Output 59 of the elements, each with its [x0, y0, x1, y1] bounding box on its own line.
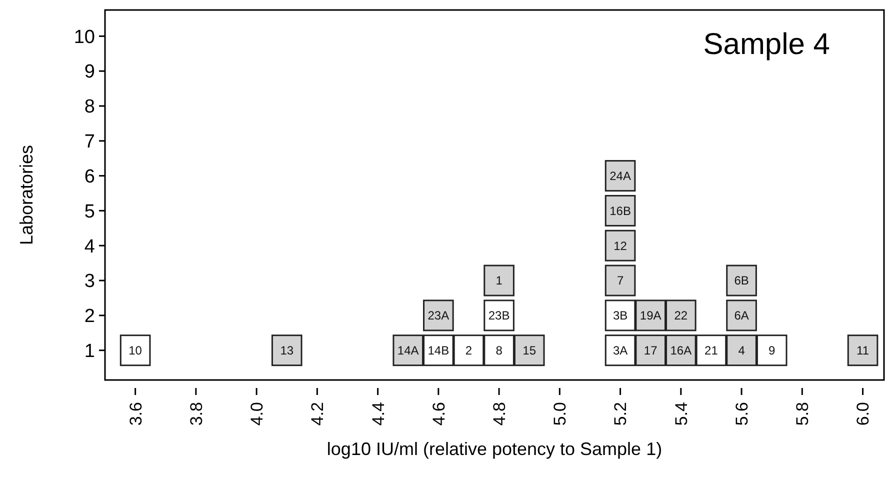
point: [484, 334, 514, 366]
annotation: 16B: [610, 204, 631, 218]
x-tick-label: 5.2: [611, 402, 630, 426]
annotation: 16A: [670, 344, 692, 358]
y-axis-title: Laboratories: [16, 144, 36, 246]
annotation: 13: [280, 344, 294, 358]
annotation: 12: [614, 238, 628, 253]
x-axis-title: log10 IU/ml (relative potency to Sample 1): [326, 439, 662, 459]
x-tick-label: 5.0: [550, 402, 570, 426]
y-tick-label: 8: [84, 96, 95, 118]
point: [756, 334, 788, 366]
annotation: 3B: [612, 308, 628, 323]
x-tick-label: 3.6: [126, 402, 146, 426]
x-tick-label: 6.0: [854, 402, 873, 426]
point: [604, 264, 636, 296]
y-tick-label: 10: [74, 26, 95, 48]
x-tick-label: 5.6: [732, 402, 752, 426]
annotation: 3A: [612, 344, 628, 358]
annotation: 10: [128, 344, 142, 358]
y-tick-label: 7: [84, 132, 95, 153]
x-tick-label: 5.4: [672, 402, 691, 426]
x-tick-label: 4.2: [308, 402, 328, 426]
y-tick-label: 9: [84, 62, 95, 83]
annotation: 6B: [734, 274, 749, 288]
x-tick-label: 5.8: [793, 402, 812, 426]
point: [453, 334, 484, 366]
x-tick-label: 4.8: [490, 402, 509, 426]
annotation: 8: [496, 344, 503, 358]
annotation: 1: [496, 274, 503, 288]
text: Sample 4: [703, 28, 830, 61]
annotation: 22: [674, 308, 688, 323]
y-tick-label: 4: [84, 236, 96, 258]
x-tick-label: 4.4: [368, 402, 388, 426]
y-tick-label: 3: [84, 271, 95, 292]
annotation: 14A: [397, 344, 419, 358]
x-tick-label: 3.8: [186, 402, 206, 426]
annotation: 14B: [428, 344, 450, 358]
annotation: 21: [704, 344, 718, 358]
annotation: 23B: [488, 308, 510, 323]
annotation: 9: [768, 344, 776, 358]
y-tick-label: 6: [84, 166, 95, 188]
annotation: 19A: [640, 308, 662, 323]
y-tick-label: 1: [84, 340, 95, 362]
point: [484, 264, 514, 296]
x-tick-label: 4.0: [248, 402, 267, 426]
point: [847, 334, 878, 366]
annotation: 2: [465, 344, 472, 358]
annotation: 4: [738, 344, 746, 358]
annotation: 23A: [428, 308, 450, 323]
annotation: 15: [522, 344, 536, 358]
annotation: 7: [616, 274, 624, 288]
annotation: 24A: [610, 169, 631, 183]
y-tick-label: 2: [84, 306, 95, 328]
annotation: 17: [644, 344, 658, 358]
annotation: 6A: [734, 308, 749, 323]
point: [726, 334, 757, 366]
y-tick-label: 5: [84, 201, 95, 222]
annotation: 11: [856, 344, 870, 358]
x-tick-label: 4.6: [429, 402, 448, 426]
